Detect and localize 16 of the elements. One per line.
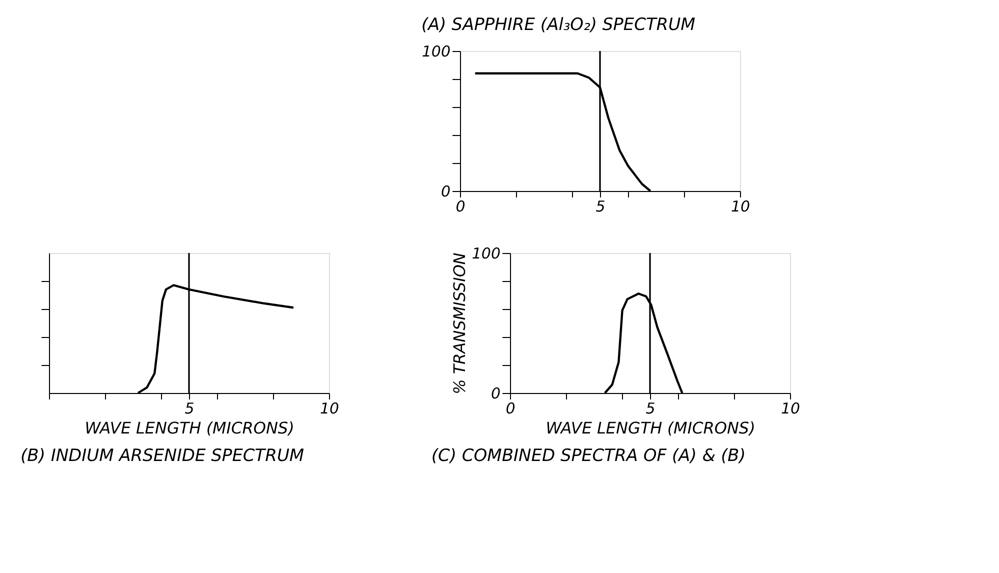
x-axis-title: WAVE LENGTH (MICRONS) xyxy=(546,418,756,438)
chart-title: (A) SAPPHIRE (Al₃O₂) SPECTRUM xyxy=(421,15,696,35)
x-tick-label: 0 xyxy=(506,400,516,418)
x-tick-label: 0 xyxy=(456,198,466,216)
x-tick-label: 5 xyxy=(646,400,656,418)
y-axis-title: % TRANSMISSION xyxy=(450,252,469,394)
text: (B) INDIUM ARSENIDE SPECTRUM xyxy=(20,446,304,466)
x-tick-label: 10 xyxy=(730,198,750,216)
x-tick-label: 10 xyxy=(780,400,800,418)
x-axis-title: WAVE LENGTH (MICRONS) xyxy=(84,418,294,438)
y-tick-label: 100 xyxy=(422,42,450,60)
text: (C) COMBINED SPECTRA OF (A) & (B) xyxy=(431,446,746,466)
y-tick-label: 100 xyxy=(472,244,500,262)
x-tick-label: 5 xyxy=(184,400,194,418)
x-tick-label: 10 xyxy=(320,400,340,418)
x-tick-label: 5 xyxy=(596,198,606,216)
